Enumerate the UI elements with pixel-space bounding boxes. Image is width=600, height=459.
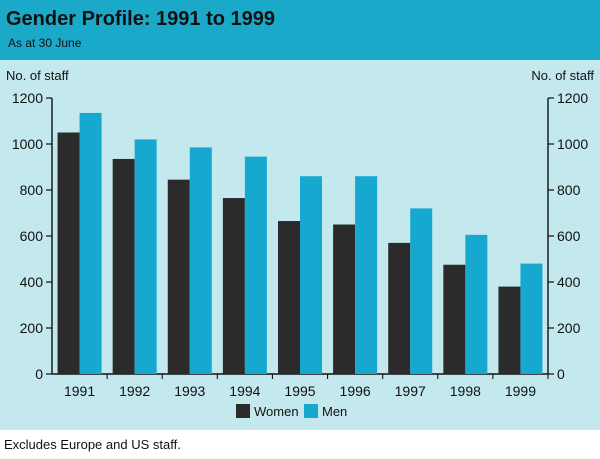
bar-men-1999 — [520, 263, 543, 374]
bar-women-1995 — [278, 221, 300, 374]
bar-chart: No. of staff No. of staff 0 0 200 200 400 400… — [6, 68, 594, 419]
bar-women-1998 — [443, 264, 466, 374]
legend-swatch-men — [304, 404, 318, 418]
legend-label-men: Men — [322, 404, 347, 419]
bar-men-1994 — [244, 156, 267, 374]
bar-women-1991 — [57, 132, 80, 374]
y-axis-label-right: No. of staff — [531, 68, 594, 83]
y-tick-label-right: 600 — [557, 228, 581, 244]
y-axis-label-left: No. of staff — [6, 68, 69, 83]
y-tick-label-left: 200 — [20, 320, 44, 336]
chart-title: Gender Profile: 1991 to 1999 — [6, 8, 276, 30]
bar-women-1994 — [222, 198, 245, 374]
y-tick-label-left: 800 — [20, 182, 44, 198]
y-tick-label-right: 200 — [557, 320, 581, 336]
y-tick-label-right: 400 — [557, 274, 581, 290]
bar-men-1993 — [189, 147, 212, 374]
y-tick-label-left: 0 — [35, 366, 43, 382]
bar-women-1992 — [112, 158, 135, 374]
chart-subtitle: As at 30 June — [8, 36, 82, 50]
y-tick-label-left: 1200 — [12, 90, 43, 106]
bar-women-1997 — [388, 242, 411, 374]
bar-men-1991 — [79, 112, 102, 374]
bar-women-1996 — [333, 224, 356, 374]
y-tick-label-right: 800 — [557, 182, 581, 198]
bar-men-1997 — [410, 208, 433, 374]
x-tick-label-1991: 1991 — [64, 383, 95, 399]
legend-label-women: Women — [254, 404, 299, 419]
footnote: Excludes Europe and US staff. — [4, 437, 181, 452]
bar-women-1993 — [167, 179, 190, 374]
x-tick-label-1999: 1999 — [505, 383, 536, 399]
y-tick-label-right: 1000 — [557, 136, 588, 152]
x-tick-label-1997: 1997 — [395, 383, 426, 399]
y-tick-label-left: 1000 — [12, 136, 43, 152]
y-tick-label-right: 1200 — [557, 90, 588, 106]
bar-women-1999 — [498, 286, 521, 374]
x-tick-label-1995: 1995 — [284, 383, 315, 399]
bar-men-1992 — [134, 139, 157, 374]
x-tick-label-1993: 1993 — [174, 383, 205, 399]
x-tick-label-1992: 1992 — [119, 383, 150, 399]
x-tick-label-1996: 1996 — [340, 383, 371, 399]
y-tick-label-right: 0 — [557, 366, 565, 382]
bar-men-1995 — [300, 176, 322, 374]
title-bar: Gender Profile: 1991 to 1999 As at 30 Ju… — [0, 0, 600, 60]
bar-men-1998 — [465, 234, 488, 374]
legend-swatch-women — [236, 404, 250, 418]
bar-men-1996 — [355, 176, 378, 374]
y-tick-label-left: 600 — [20, 228, 44, 244]
x-tick-label-1998: 1998 — [450, 383, 481, 399]
y-tick-label-left: 400 — [20, 274, 44, 290]
x-tick-label-1994: 1994 — [229, 383, 260, 399]
